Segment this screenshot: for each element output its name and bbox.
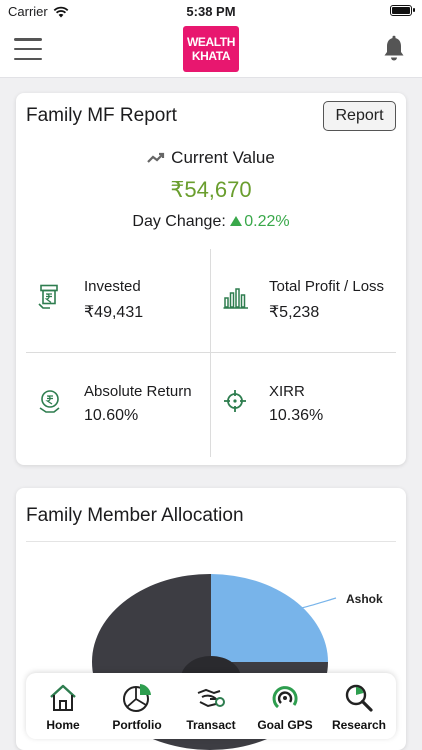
current-value-heading: Current Value bbox=[16, 148, 406, 168]
tab-home[interactable]: Home bbox=[28, 683, 98, 732]
carrier-label: Carrier bbox=[8, 4, 48, 19]
current-value-label: Current Value bbox=[171, 148, 275, 167]
invested-label: Invested bbox=[84, 278, 141, 295]
tab-goal-gps[interactable]: Goal GPS bbox=[250, 683, 320, 732]
clock: 5:38 PM bbox=[186, 4, 236, 19]
xirr-label: XIRR bbox=[269, 383, 305, 400]
pie-slice-ashok bbox=[211, 574, 328, 662]
logo-line-2: KHATA bbox=[191, 49, 231, 63]
money-hand-icon bbox=[39, 390, 60, 413]
menu-icon[interactable] bbox=[14, 38, 42, 60]
tab-portfolio[interactable]: Portfolio bbox=[102, 683, 172, 732]
profit-loss-label: Total Profit / Loss bbox=[269, 278, 385, 295]
tab-transact[interactable]: Transact bbox=[176, 683, 246, 732]
tab-research-label: Research bbox=[331, 718, 387, 732]
bell-icon[interactable] bbox=[382, 35, 406, 63]
day-change-label: Day Change: bbox=[132, 213, 226, 230]
tab-research[interactable]: Research bbox=[324, 683, 394, 732]
allocation-card-title: Family Member Allocation bbox=[26, 505, 244, 526]
ashok-slice-label: Ashok bbox=[346, 592, 383, 606]
stats-vertical-divider bbox=[210, 249, 211, 457]
top-navbar: WEALTH KHATA bbox=[0, 22, 422, 78]
bar-chart-icon bbox=[223, 288, 248, 309]
tab-goal-gps-label: Goal GPS bbox=[257, 718, 313, 732]
target-icon bbox=[224, 390, 246, 412]
invested-value: ₹49,431 bbox=[84, 304, 144, 321]
tab-portfolio-label: Portfolio bbox=[112, 718, 162, 732]
absolute-return-value: 10.60% bbox=[84, 407, 139, 424]
invested-icon bbox=[38, 284, 58, 309]
report-button[interactable]: Report bbox=[323, 101, 396, 131]
current-value-amount: ₹54,670 bbox=[170, 177, 252, 202]
title-divider bbox=[26, 541, 396, 542]
transact-icon bbox=[197, 688, 225, 708]
stats-horizontal-divider bbox=[26, 352, 396, 353]
absolute-return-label: Absolute Return bbox=[84, 383, 192, 400]
logo-line-1: WEALTH bbox=[186, 35, 236, 49]
up-arrow-icon bbox=[230, 216, 243, 226]
day-change-value: 0.22% bbox=[244, 213, 290, 230]
family-mf-report-card: Family MF Report Report Current Value ₹5… bbox=[16, 93, 406, 465]
portfolio-icon bbox=[123, 684, 151, 712]
home-icon bbox=[50, 684, 76, 711]
xirr-value: 10.36% bbox=[269, 407, 324, 424]
research-icon bbox=[345, 684, 373, 712]
battery-icon bbox=[390, 5, 415, 16]
profit-loss-value: ₹5,238 bbox=[269, 304, 320, 321]
wifi-icon bbox=[53, 6, 69, 17]
day-change: Day Change: 0.22% bbox=[16, 213, 406, 231]
tab-home-label: Home bbox=[46, 718, 80, 732]
carrier-info: Carrier bbox=[8, 4, 69, 19]
status-bar: Carrier 5:38 PM bbox=[0, 0, 422, 22]
app-logo: WEALTH KHATA bbox=[183, 26, 239, 72]
report-card-title: Family MF Report bbox=[26, 105, 177, 126]
trend-icon bbox=[147, 152, 165, 163]
bottom-tab-bar: Home Portfolio Transact Goal GPS bbox=[26, 673, 396, 739]
ashok-leader-line bbox=[290, 597, 337, 611]
tab-transact-label: Transact bbox=[186, 718, 236, 732]
goal-gps-icon bbox=[272, 686, 298, 709]
